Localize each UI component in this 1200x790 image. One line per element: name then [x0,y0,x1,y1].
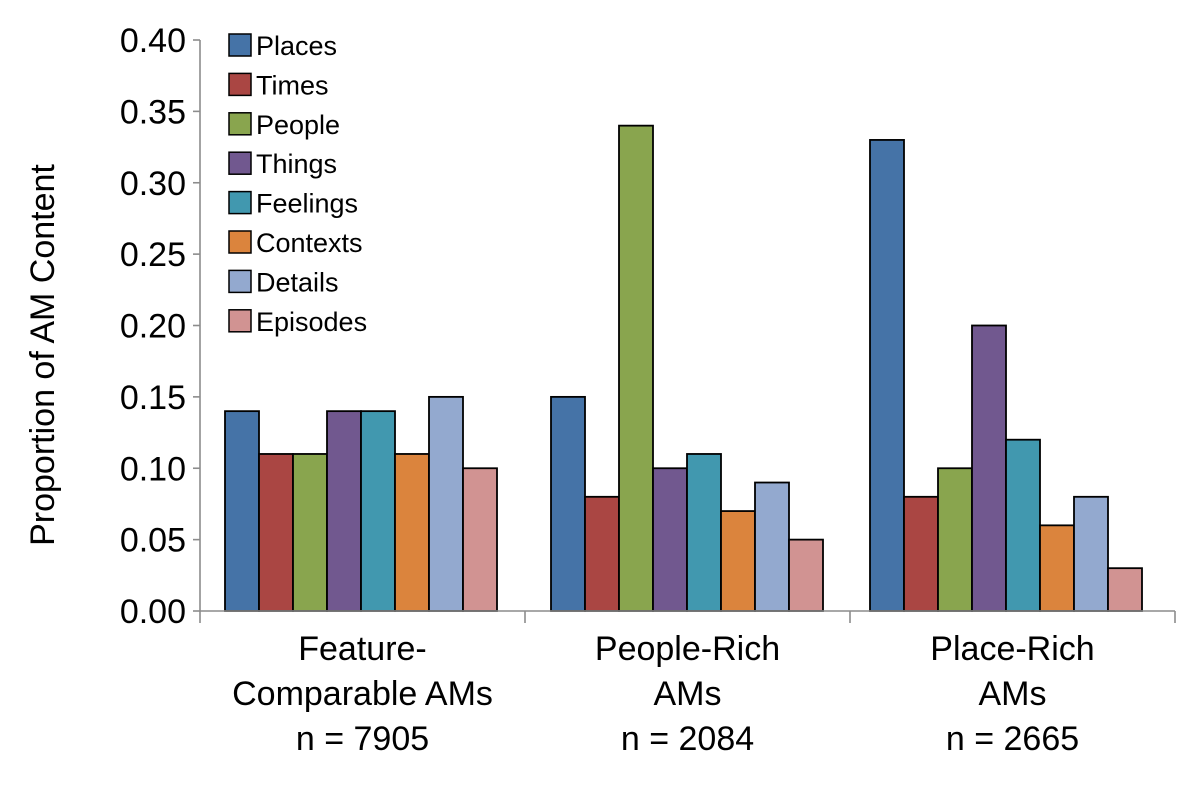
bar-contexts-3 [1039,524,1075,612]
bar-episodes-2 [788,538,824,612]
bar-feelings-1 [360,410,396,612]
y-tick-label: 0.05 [120,522,186,560]
bar-people-1 [292,453,328,612]
legend-swatch-episodes [228,309,252,333]
legend-label-episodes: Episodes [256,307,367,337]
bar-things-2 [652,467,688,612]
bar-people-3 [937,467,973,612]
legend-swatch-people [228,112,252,136]
bar-times-2 [584,495,620,612]
legend-label-details: Details [256,267,339,297]
legend-label-feelings: Feelings [256,189,358,219]
legend-swatch-details [228,269,252,294]
bar-episodes-3 [1107,567,1143,612]
x-tick-label: n = 7905 [296,720,429,758]
bar-things-3 [971,324,1007,612]
legend-label-things: Things [256,149,337,179]
x-tick-label: Comparable AMs [232,675,493,713]
axes [199,40,1176,623]
bar-feelings-2 [686,453,722,612]
bars [224,124,1143,612]
bar-people-2 [618,124,654,612]
bar-feelings-3 [1005,438,1041,612]
bar-details-2 [754,481,790,612]
bar-places-1 [224,410,260,612]
y-tick-label: 0.15 [120,379,186,417]
x-tick-label: AMs [979,675,1047,713]
legend-swatch-places [228,33,252,57]
x-tick-label: AMs [654,675,722,713]
bar-places-2 [550,395,586,612]
y-axis-ticks: 0.00 0.05 0.10 0.15 0.20 0.25 0.30 0.35 0.40 [120,22,200,631]
y-tick-label: 0.30 [120,165,186,203]
x-tick-label: Feature- [298,630,427,668]
bar-times-3 [903,495,939,612]
y-tick-label: 0.20 [120,308,186,346]
legend-swatch-feelings [228,190,252,215]
y-axis-title: Proportion of AM Content [24,164,62,546]
bar-episodes-1 [462,467,498,612]
y-tick-label: 0.25 [120,236,186,274]
category-labels: Feature- Comparable AMs n = 7905 People-Ric… [232,630,1095,758]
legend-swatch-things [228,151,252,175]
bar-times-1 [258,453,294,612]
legend-swatch-times [228,72,252,97]
legend-label-people: People [256,110,340,140]
x-tick-label: People-Rich [595,630,780,668]
y-axis-title-group: Proportion of AM Content [24,164,62,546]
bar-details-1 [428,395,464,612]
x-tick-label: n = 2084 [621,720,754,758]
y-tick-label: 0.00 [120,593,186,631]
bar-things-1 [326,410,362,612]
bar-contexts-2 [720,510,756,612]
y-tick-label: 0.10 [120,450,186,488]
legend-swatch-contexts [228,230,252,254]
bar-details-3 [1073,495,1109,612]
legend-label-contexts: Contexts [256,228,363,258]
x-tick-label: Place-Rich [930,630,1094,668]
y-tick-label: 0.40 [120,22,186,60]
bar-contexts-1 [394,453,430,612]
bar-places-3 [869,139,905,612]
legend-label-times: Times [256,70,329,100]
legend: Places Times People Things Feelings Contexts D… [228,31,367,337]
x-tick-label: n = 2665 [946,720,1079,758]
y-tick-label: 0.35 [120,93,186,131]
legend-label-places: Places [256,31,337,61]
